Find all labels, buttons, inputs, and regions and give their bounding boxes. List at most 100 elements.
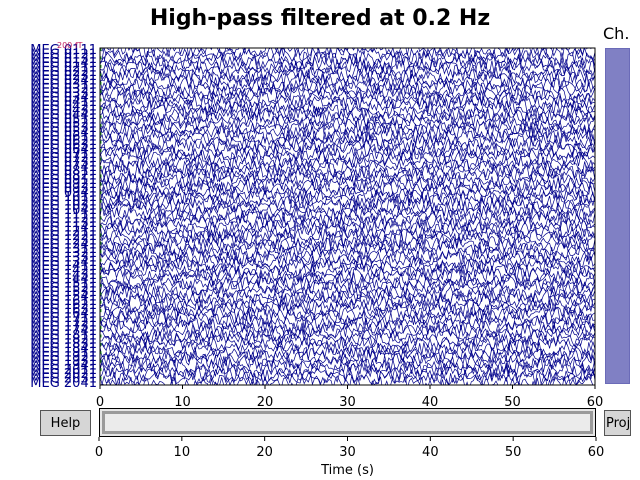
channel-label[interactable]: MEG 0331 [30,86,97,101]
channel-label[interactable]: MEG 1441 [30,272,97,287]
channel-trace [100,266,595,283]
channel-label[interactable]: MEG 0431 [30,104,97,119]
channel-label[interactable]: MEG 1741 [30,324,97,339]
channel-label[interactable]: MEG 1041 [30,203,97,218]
channel-label[interactable]: MEG 1411 [30,259,97,274]
channel-label[interactable]: MEG 0221 [30,65,97,80]
proj-button[interactable]: Proj [604,410,631,436]
channel-label[interactable]: MEG 1831 [30,337,97,352]
channel-label[interactable]: MEG 0411 [30,95,97,110]
channel-label[interactable]: MEG 0211 [30,60,97,75]
channel-label[interactable]: MEG 1621 [30,298,97,313]
channel-trace [100,85,595,102]
channel-label[interactable]: MEG 2041 [30,376,97,391]
channel-label[interactable]: MEG 1731 [30,320,97,335]
channel-label[interactable]: MEG 0241 [30,73,97,88]
channel-label[interactable]: MEG 1011 [30,190,97,205]
channel-label[interactable]: MEG 1931 [30,354,97,369]
channel-label[interactable]: MEG 0141 [30,56,97,71]
channel-label[interactable]: MEG 0911 [30,173,97,188]
channel-label[interactable]: MEG 1021 [30,194,97,209]
channel-label[interactable]: MEG 1541 [30,289,97,304]
channel-label[interactable]: MEG 0641 [30,143,97,158]
channel-label[interactable]: MEG 0521 [30,117,97,132]
channel-label[interactable]: MEG 0811 [30,164,97,179]
channel-label[interactable]: MEG 0311 [30,78,97,93]
channel-trace [100,357,595,374]
channel-label[interactable]: MEG 1511 [30,276,97,291]
channel-trace [100,171,595,188]
channel-label[interactable]: MEG 0121 [30,47,97,62]
channel-label[interactable]: MEG 1911 [30,346,97,361]
channel-trace [100,50,595,67]
channel-label[interactable]: MEG 2011 [30,363,97,378]
channel-label[interactable]: MEG 1331 [30,251,97,266]
help-button[interactable]: Help [40,410,91,436]
channel-label[interactable]: MEG 1631 [30,302,97,317]
channel-label[interactable]: MEG 1941 [30,359,97,374]
channel-label[interactable]: MEG 0731 [30,155,97,170]
channel-label[interactable]: MEG 1111 [30,207,97,222]
channel-label[interactable]: MEG 1811 [30,328,97,343]
channel-label[interactable]: MEG 1711 [30,311,97,326]
channel-label[interactable]: MEG 0921 [30,177,97,192]
channel-label[interactable]: MEG 1421 [30,264,97,279]
channel-trace [100,375,594,385]
channel-trace [100,275,595,292]
channel-label[interactable]: MEG 2031 [30,372,97,387]
channel-label[interactable]: MEG 1921 [30,350,97,365]
channel-label[interactable]: MEG 1141 [30,220,97,235]
channel-label[interactable]: MEG 0441 [30,108,97,123]
channel-trace [100,145,595,163]
channel-label[interactable]: MEG 0931 [30,181,97,196]
channel-selection-bar[interactable] [605,48,630,384]
channel-label[interactable]: MEG 0421 [30,99,97,114]
channel-label[interactable]: MEG 1641 [30,307,97,322]
channel-label[interactable]: MEG 1131 [30,216,97,231]
channel-label[interactable]: MEG 1821 [30,333,97,348]
channel-trace [100,98,595,115]
channel-label[interactable]: MEG 0941 [30,186,97,201]
channel-label[interactable]: MEG 0821 [30,168,97,183]
channel-label[interactable]: MEG 1241 [30,238,97,253]
channel-label[interactable]: MEG 0611 [30,130,97,145]
channel-label[interactable]: MEG 0631 [30,138,97,153]
channel-trace [100,206,595,223]
channel-label[interactable]: MEG 1341 [30,255,97,270]
channel-label[interactable]: MEG 2021 [30,367,97,382]
channel-label[interactable]: MEG 1431 [30,268,97,283]
channel-label[interactable]: MEG 0341 [30,91,97,106]
channel-label[interactable]: MEG 1841 [30,341,97,356]
channel-label[interactable]: MEG 0621 [30,134,97,149]
channel-trace [100,284,595,300]
channel-label[interactable]: MEG 1531 [30,285,97,300]
channel-label[interactable]: MEG 1031 [30,199,97,214]
channel-label[interactable]: MEG 0511 [30,112,97,127]
channel-label[interactable]: MEG 0231 [30,69,97,84]
channel-trace [100,167,595,184]
channel-label[interactable]: MEG 0321 [30,82,97,97]
channel-label[interactable]: MEG 0711 [30,147,97,162]
channel-label[interactable]: MEG 0721 [30,151,97,166]
channel-label[interactable]: MEG 1521 [30,281,97,296]
channel-label[interactable]: MEG 0741 [30,160,97,175]
channel-trace [100,301,595,318]
x-axis-ticks: 0 10 20 30 40 50 60 [96,385,603,410]
scrollbar-thumb[interactable] [102,411,593,434]
channel-trace [100,253,595,270]
channel-label[interactable]: MEG 1211 [30,225,97,240]
channel-label[interactable]: MEG 1611 [30,294,97,309]
channel-label[interactable]: MEG 0111 [30,43,97,58]
channel-label[interactable]: MEG 0541 [30,125,97,140]
channel-trace [100,210,595,227]
channel-label[interactable]: MEG 1121 [30,212,97,227]
channel-label[interactable]: MEG 1221 [30,229,97,244]
channel-label[interactable]: MEG 1311 [30,242,97,257]
channel-label[interactable]: MEG 0131 [30,52,97,67]
time-scrollbar[interactable] [99,408,596,437]
channel-label[interactable]: MEG 1231 [30,233,97,248]
channel-label[interactable]: MEG 1321 [30,246,97,261]
channel-label[interactable]: MEG 1721 [30,315,97,330]
channel-label[interactable]: MEG 0531 [30,121,97,136]
